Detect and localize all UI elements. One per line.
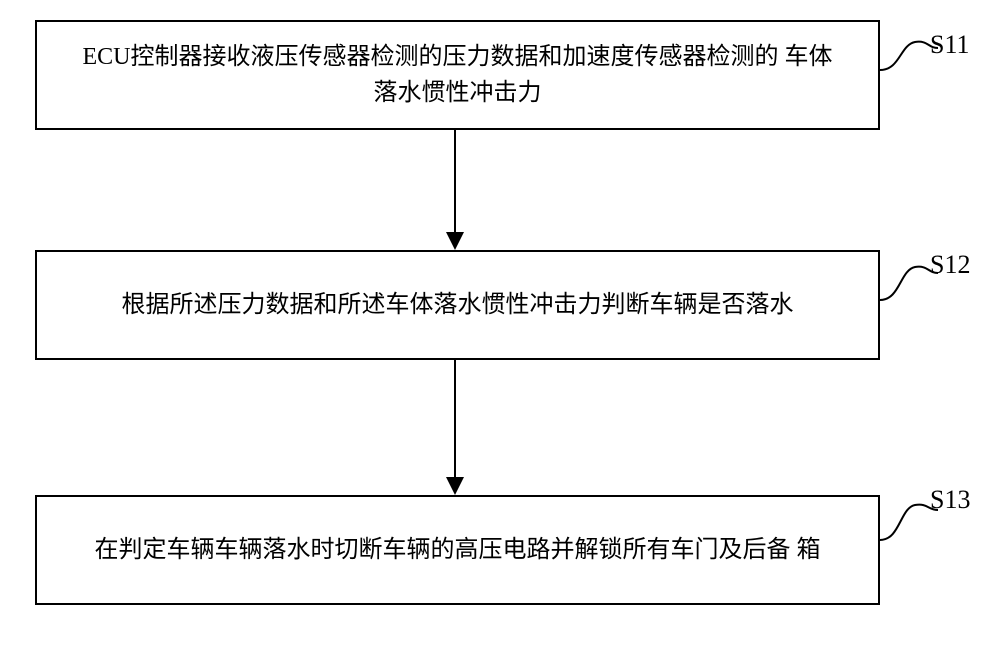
step-label-text-s12: S12	[930, 250, 970, 279]
step-label-text-s13: S13	[930, 485, 970, 514]
step-text-s11: ECU控制器接收液压传感器检测的压力数据和加速度传感器检测的 车体落水惯性冲击力	[77, 39, 838, 111]
step-label-s12: S12	[930, 250, 970, 280]
flowchart-canvas: ECU控制器接收液压传感器检测的压力数据和加速度传感器检测的 车体落水惯性冲击力…	[0, 0, 1000, 657]
step-box-s11: ECU控制器接收液压传感器检测的压力数据和加速度传感器检测的 车体落水惯性冲击力	[35, 20, 880, 130]
step-label-s11: S11	[930, 30, 970, 60]
step-text-s12: 根据所述压力数据和所述车体落水惯性冲击力判断车辆是否落水	[122, 287, 794, 323]
step-box-s13: 在判定车辆车辆落水时切断车辆的高压电路并解锁所有车门及后备 箱	[35, 495, 880, 605]
step-text-s13: 在判定车辆车辆落水时切断车辆的高压电路并解锁所有车门及后备 箱	[95, 532, 821, 568]
step-box-s12: 根据所述压力数据和所述车体落水惯性冲击力判断车辆是否落水	[35, 250, 880, 360]
step-label-text-s11: S11	[930, 30, 970, 59]
step-label-s13: S13	[930, 485, 970, 515]
